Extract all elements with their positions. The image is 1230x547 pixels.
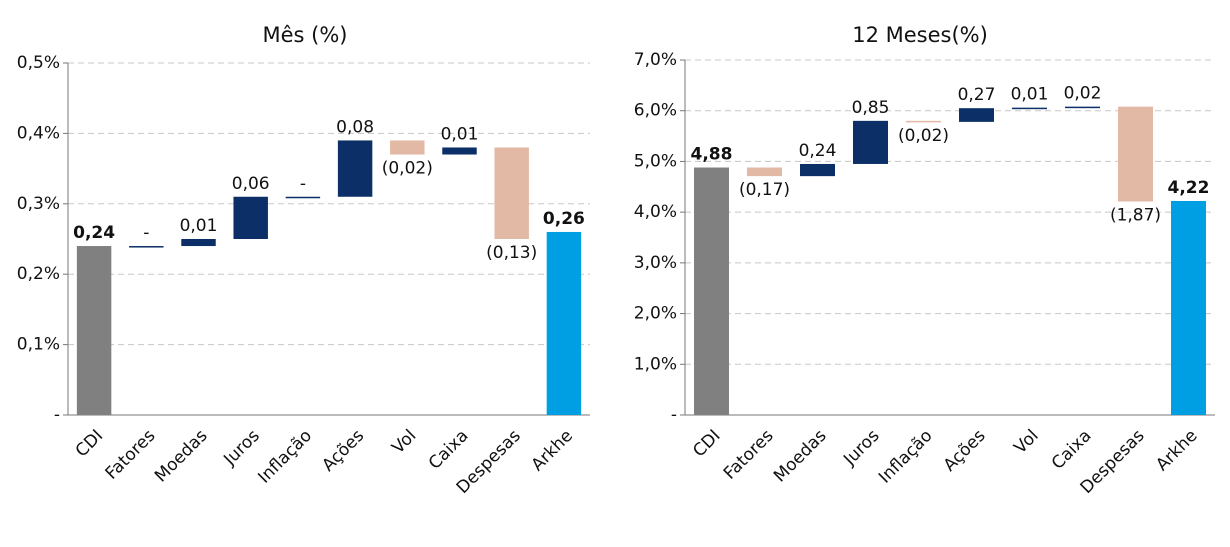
bar (1118, 106, 1153, 202)
y-tick-label: 6,0% (634, 101, 677, 121)
y-tick-label: 3,0% (634, 253, 677, 273)
value-label: 4,22 (1168, 178, 1210, 198)
bar (1065, 106, 1100, 109)
x-tick-label: Ações (318, 426, 368, 476)
value-label: 0,24 (799, 141, 837, 161)
x-tick-label: Arkhe (528, 426, 577, 475)
y-tick-label: 5,0% (634, 151, 677, 171)
x-tick-label: Caixa (425, 426, 473, 474)
x-tick-label: Fatores (102, 426, 160, 484)
value-label: (1,87) (1110, 205, 1161, 225)
x-tick-label: CDI (689, 426, 724, 461)
chart-title: 12 Meses(%) (852, 23, 988, 47)
value-label: 0,85 (852, 98, 890, 118)
x-tick-label: Vol (1010, 426, 1042, 458)
bar (694, 167, 729, 415)
y-tick-label: 1,0% (634, 354, 677, 374)
bar (853, 120, 888, 164)
bar (494, 147, 529, 239)
y-tick-label: 7,0% (634, 50, 677, 70)
chart-title: Mês (%) (263, 23, 348, 47)
x-tick-label: Inflação (254, 426, 316, 488)
bar (1012, 107, 1047, 110)
bar (800, 163, 835, 177)
value-label: (0,02) (382, 159, 433, 179)
value-label: - (143, 223, 149, 243)
bar (747, 167, 782, 177)
bar (906, 120, 941, 123)
y-tick-label: 0,1% (17, 335, 60, 355)
value-label: 0,26 (543, 209, 585, 229)
x-tick-label: CDI (72, 426, 107, 461)
y-tick-label: 0,4% (17, 123, 60, 143)
value-label: 0,06 (232, 174, 270, 194)
value-label: 0,01 (1011, 85, 1049, 105)
value-label: 0,01 (180, 216, 218, 236)
x-tick-label: Ações (940, 426, 990, 476)
x-tick-label: Juros (219, 426, 263, 470)
bar (1171, 200, 1206, 415)
bar (76, 246, 112, 415)
bar (285, 196, 321, 199)
bar (546, 231, 582, 415)
y-tick-label: 0,5% (17, 53, 60, 73)
y-tick-label: 0,3% (17, 194, 60, 214)
value-label: 0,01 (441, 124, 479, 144)
y-tick-label: - (54, 405, 60, 425)
x-tick-label: Caixa (1048, 426, 1096, 474)
bar (959, 108, 994, 122)
value-label: 0,02 (1064, 84, 1102, 104)
x-tick-label: Arkhe (1152, 426, 1201, 475)
x-tick-label: Fatores (720, 426, 778, 484)
value-label: (0,02) (898, 126, 949, 146)
value-label: 0,08 (336, 117, 374, 137)
x-tick-label: Inflação (875, 426, 937, 488)
bar (181, 239, 216, 247)
x-tick-label: Juros (839, 426, 883, 470)
y-tick-label: 2,0% (634, 304, 677, 324)
bar (390, 140, 425, 155)
y-tick-label: 4,0% (634, 202, 677, 222)
y-tick-label: 0,2% (17, 264, 60, 284)
x-tick-label: Moedas (770, 426, 831, 487)
value-label: - (300, 174, 306, 194)
x-tick-label: Moedas (151, 426, 212, 487)
y-tick-label: - (671, 405, 677, 425)
bar (233, 196, 268, 239)
value-label: 4,88 (691, 145, 733, 165)
value-label: (0,13) (486, 243, 537, 263)
value-label: (0,17) (739, 180, 790, 200)
value-label: 0,24 (73, 223, 115, 243)
x-tick-label: Vol (388, 426, 420, 458)
bar (129, 246, 164, 248)
value-label: 0,27 (958, 85, 996, 105)
bar (442, 147, 477, 155)
bar (337, 140, 373, 197)
